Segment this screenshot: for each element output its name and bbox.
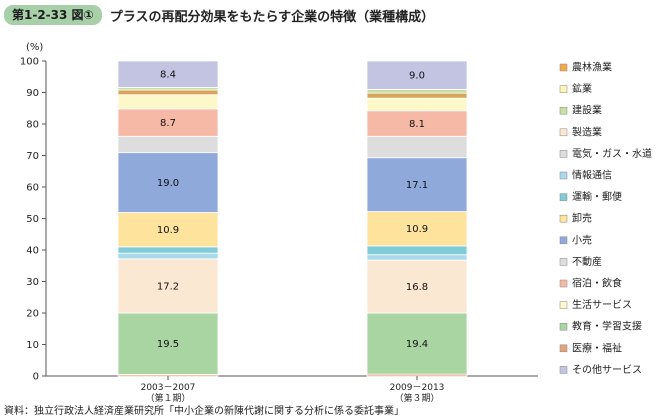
legend-swatch <box>559 106 568 115</box>
legend-swatch <box>559 193 568 201</box>
bar-segment <box>366 157 468 212</box>
bar-segment <box>117 252 219 260</box>
legend-label: 生活サービス <box>572 298 632 311</box>
data-label: 19.5 <box>157 339 179 350</box>
bar-segment <box>117 246 219 254</box>
legend-label: 卸売 <box>572 212 592 225</box>
data-label: 10.9 <box>406 224 428 235</box>
bar-segment <box>117 60 219 88</box>
data-label: 8.7 <box>160 118 176 129</box>
bar-segment <box>366 245 468 256</box>
x-category-label: 2003－2007 <box>141 383 196 393</box>
bar-segment <box>117 135 219 154</box>
legend-swatch <box>559 279 568 288</box>
y-axis-unit-label: (%) <box>26 42 43 53</box>
legend-swatch <box>559 322 568 331</box>
bar-segment <box>117 258 219 314</box>
bar-segment <box>117 94 219 110</box>
y-tick-label: 30 <box>26 277 39 288</box>
bar-segment <box>366 60 468 90</box>
data-label: 19.4 <box>406 339 428 350</box>
x-category-label: （第３期） <box>394 392 439 404</box>
legend-label: 小売 <box>572 233 592 246</box>
x-category-label: 2009－2013 <box>390 383 445 393</box>
data-label: 16.8 <box>406 282 428 293</box>
y-tick-label: 90 <box>26 88 39 99</box>
bar-segment <box>366 97 468 112</box>
bar-segment <box>366 88 468 94</box>
x-category-label: （第１期） <box>145 392 190 404</box>
legend-label: 製造業 <box>572 125 602 138</box>
y-tick-label: 10 <box>26 340 39 351</box>
source-note: 資料：独立行政法人経済産業研究所「中小企業の新陳代謝に関する分析に係る委託事業」 <box>4 406 404 417</box>
legend-label: 情報通信 <box>572 169 612 182</box>
bar-segment <box>117 89 219 96</box>
legend-label: その他サービス <box>572 363 642 376</box>
data-label: 10.9 <box>157 225 179 236</box>
figure-number-badge: 第1-2-33 図① <box>4 5 102 25</box>
y-tick-label: 50 <box>26 214 39 225</box>
legend-label: 建設業 <box>572 104 602 117</box>
y-tick-label: 40 <box>26 246 39 257</box>
y-tick-label: 0 <box>33 372 39 383</box>
legend-swatch <box>559 63 568 72</box>
chart-title: プラスの再配分効果をもたらす企業の特徴（業種構成） <box>109 9 435 25</box>
bar-segment <box>117 212 219 248</box>
y-tick-label: 20 <box>26 309 39 320</box>
legend-label: 教育・学習支援 <box>572 320 642 333</box>
legend-label: 運輸・郵便 <box>572 190 622 203</box>
y-tick-label: 70 <box>26 151 39 162</box>
y-tick-label: 60 <box>26 183 39 194</box>
bar-segment <box>366 254 468 261</box>
legend-swatch <box>559 366 568 374</box>
legend-swatch <box>559 236 568 245</box>
data-label: 8.1 <box>409 119 425 130</box>
legend-swatch <box>559 258 568 266</box>
y-tick-label: 80 <box>26 120 39 131</box>
bar-segment <box>366 312 468 375</box>
bar-segment <box>366 259 468 314</box>
legend-label: 電気・ガス・水道 <box>572 147 652 160</box>
data-label: 19.0 <box>157 178 179 189</box>
data-label: 17.1 <box>406 180 428 191</box>
data-label: 8.4 <box>160 70 176 81</box>
legend-label: 鉱業 <box>572 82 592 95</box>
bar-segment <box>117 312 219 375</box>
legend-label: 不動産 <box>572 255 602 268</box>
data-label: 9.0 <box>409 71 425 82</box>
bar-segment <box>366 110 468 137</box>
figure-header: 第1-2-33 図① プラスの再配分効果をもたらす企業の特徴（業種構成） <box>4 4 434 26</box>
legend-swatch <box>559 214 568 223</box>
legend-label: 医療・福祉 <box>572 341 622 354</box>
data-label: 17.2 <box>157 281 179 292</box>
legend-label: 宿泊・飲食 <box>572 277 622 290</box>
bar-segment <box>366 135 468 159</box>
legend-swatch <box>559 85 568 93</box>
legend-swatch <box>559 344 568 353</box>
legend-swatch <box>559 171 568 180</box>
y-tick-label: 100 <box>20 57 39 68</box>
bar-segment <box>366 92 468 99</box>
legend-label: 農林漁業 <box>572 61 612 74</box>
legend-swatch <box>559 128 568 137</box>
legend-swatch <box>559 301 568 309</box>
legend-swatch <box>559 150 568 158</box>
